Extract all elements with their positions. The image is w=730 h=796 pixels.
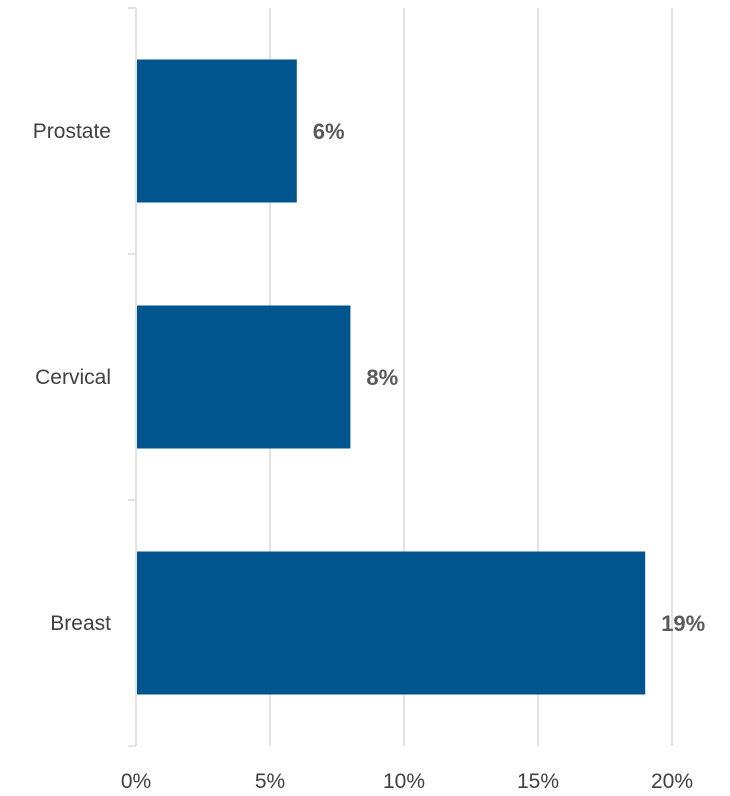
data-label-prostate: 6% [313,119,345,144]
bar-cervical [137,305,351,449]
bar-breast [137,551,646,695]
category-label-breast: Breast [50,612,111,635]
bars [137,59,646,695]
labels: 0% 5% 10% 15% 20% Prostate 6% Cervical 8% Breast 1… [33,119,705,793]
x-tick-label-0: 0% [121,770,151,793]
category-label-cervical: Cervical [35,366,111,389]
category-axis [128,7,137,747]
x-tick-label-3: 15% [517,770,559,793]
data-label-breast: 19% [661,611,705,636]
x-tick-label-1: 5% [255,770,285,793]
bar-prostate [137,59,297,203]
x-tick-label-4: 20% [651,770,693,793]
data-label-cervical: 8% [366,365,398,390]
x-tick-label-2: 10% [383,770,425,793]
category-label-prostate: Prostate [33,120,111,143]
